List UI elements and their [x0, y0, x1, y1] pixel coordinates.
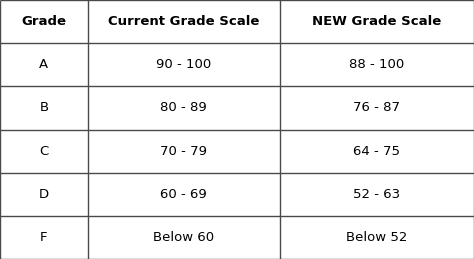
- Text: Below 52: Below 52: [346, 231, 408, 244]
- Text: B: B: [39, 102, 48, 114]
- Text: 88 - 100: 88 - 100: [349, 58, 404, 71]
- Text: 80 - 89: 80 - 89: [160, 102, 207, 114]
- Text: 76 - 87: 76 - 87: [353, 102, 401, 114]
- Text: 70 - 79: 70 - 79: [160, 145, 207, 157]
- Text: NEW Grade Scale: NEW Grade Scale: [312, 15, 441, 28]
- Text: C: C: [39, 145, 48, 157]
- Text: F: F: [40, 231, 47, 244]
- Text: A: A: [39, 58, 48, 71]
- Text: 64 - 75: 64 - 75: [353, 145, 401, 157]
- Text: Grade: Grade: [21, 15, 66, 28]
- Text: Current Grade Scale: Current Grade Scale: [108, 15, 259, 28]
- Text: Below 60: Below 60: [153, 231, 214, 244]
- Text: 60 - 69: 60 - 69: [160, 188, 207, 201]
- Text: D: D: [39, 188, 49, 201]
- Text: 52 - 63: 52 - 63: [353, 188, 401, 201]
- Text: 90 - 100: 90 - 100: [156, 58, 211, 71]
